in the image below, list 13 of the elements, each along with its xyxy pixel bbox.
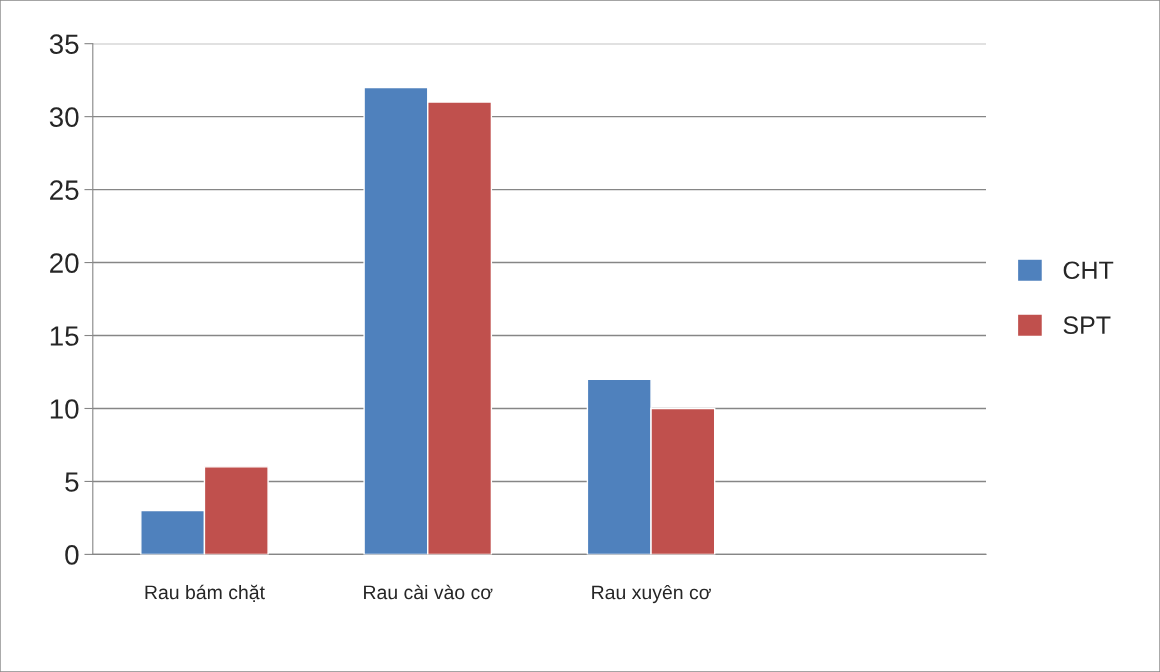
y-tick-label: 0 <box>65 545 79 565</box>
x-tick-label: Rau xuyên cơ <box>592 584 711 604</box>
y-tick-label: 5 <box>65 472 79 492</box>
legend-label: CHT <box>1063 261 1114 280</box>
y-tick-label: 35 <box>49 34 79 55</box>
x-tick-label: Rau bám chặt <box>145 584 265 602</box>
legend-label: SPT <box>1063 316 1111 335</box>
y-tick-label: 25 <box>50 180 79 200</box>
y-tick-label: 15 <box>50 326 79 346</box>
y-tick-label: 30 <box>49 107 79 127</box>
y-tick-label: 20 <box>50 253 79 273</box>
x-tick-label: Rau cài vào cơ <box>364 584 493 600</box>
y-tick-label: 10 <box>50 399 79 419</box>
